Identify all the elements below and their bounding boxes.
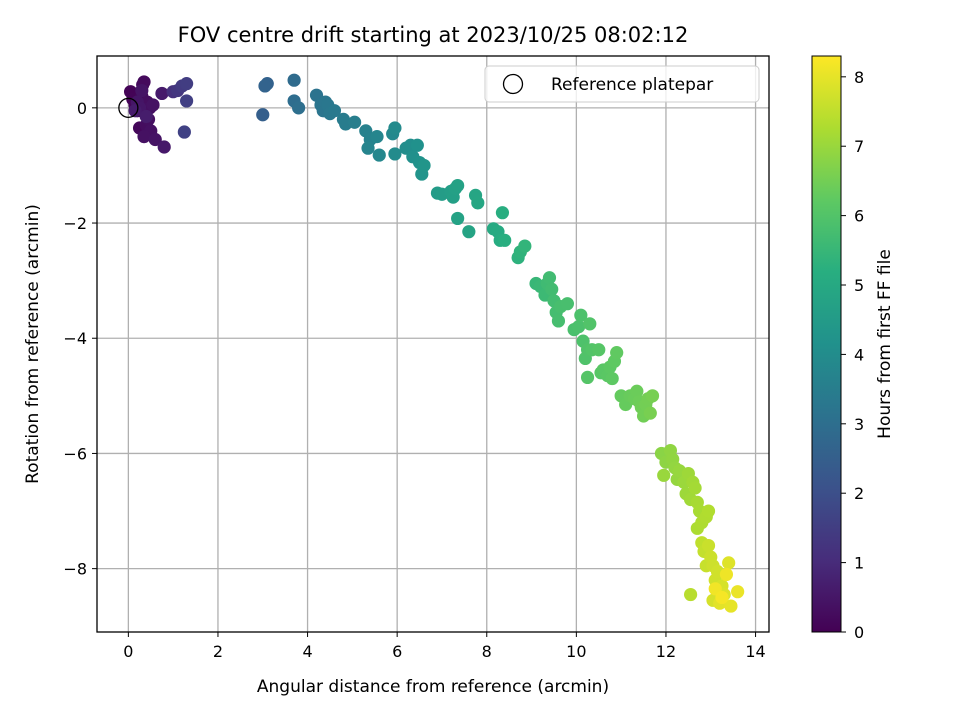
- legend-label: Reference platepar: [551, 75, 713, 95]
- data-point: [372, 148, 386, 162]
- data-point: [139, 109, 153, 124]
- x-tick-label: 6: [392, 642, 402, 661]
- data-point: [583, 317, 597, 331]
- colorbar-tick-label: 3: [854, 415, 864, 434]
- data-point: [180, 77, 194, 91]
- data-point: [292, 101, 306, 115]
- colorbar: 0 1 2 3 4 5 6 7 8 Hours from first FF file: [811, 55, 895, 642]
- data-point: [542, 271, 557, 285]
- colorbar-tick-label: 7: [854, 137, 864, 156]
- data-point: [551, 314, 566, 328]
- colorbar-tick-label: 2: [854, 484, 864, 503]
- chart-title: FOV centre drift starting at 2023/10/25 …: [178, 23, 689, 47]
- data-point: [135, 83, 149, 98]
- data-point: [137, 130, 151, 144]
- data-point: [715, 590, 729, 605]
- colorbar-tick-label: 4: [854, 345, 864, 364]
- x-axis-ticks: 0 2 4 6 8 10 12 14: [123, 632, 766, 661]
- colorbar-ticks: 0 1 2 3 4 5 6 7 8: [841, 68, 864, 642]
- data-point: [518, 239, 532, 253]
- data-point: [388, 121, 402, 135]
- y-axis-label: Rotation from reference (arcmin): [23, 204, 43, 484]
- y-tick-label: 0: [77, 99, 87, 118]
- data-point: [498, 233, 512, 247]
- x-tick-label: 10: [566, 642, 586, 661]
- x-tick-label: 8: [482, 642, 492, 661]
- x-tick-label: 12: [656, 642, 676, 661]
- y-tick-label: −8: [63, 560, 87, 579]
- data-point: [572, 320, 586, 334]
- data-point: [177, 125, 191, 139]
- data-point: [462, 225, 476, 239]
- data-point: [580, 370, 595, 385]
- data-point: [361, 141, 375, 155]
- colorbar-tick-label: 1: [854, 554, 864, 573]
- data-point: [545, 282, 559, 296]
- reference-platepar-point: [118, 97, 139, 118]
- colorbar-gradient: [811, 55, 842, 633]
- data-point: [148, 132, 162, 147]
- x-axis-label: Angular distance from reference (arcmin): [257, 677, 609, 697]
- colorbar-tick-label: 0: [854, 623, 864, 642]
- data-point: [605, 371, 619, 386]
- data-point: [574, 308, 588, 322]
- data-point: [630, 384, 644, 398]
- scatter-points: [124, 73, 745, 613]
- x-tick-label: 2: [213, 642, 223, 661]
- data-point: [180, 94, 194, 108]
- data-point: [451, 211, 465, 226]
- data-point: [643, 406, 657, 420]
- data-point: [348, 115, 362, 129]
- data-point: [256, 108, 270, 122]
- data-point: [495, 206, 510, 220]
- colorbar-label: Hours from first FF file: [875, 249, 895, 439]
- x-tick-label: 4: [302, 642, 312, 661]
- plot-frame: [96, 55, 770, 633]
- data-point: [645, 389, 660, 403]
- y-tick-label: −4: [63, 329, 87, 348]
- colorbar-tick-label: 5: [854, 276, 864, 295]
- x-tick-label: 0: [123, 642, 133, 661]
- data-point: [451, 179, 465, 193]
- data-point: [287, 73, 301, 87]
- data-point: [610, 346, 624, 360]
- y-axis-ticks: 0 −2 −4 −6 −8: [63, 99, 97, 579]
- reference-marker: [118, 97, 139, 118]
- data-point: [410, 138, 424, 152]
- data-point: [701, 539, 716, 553]
- data-point: [370, 130, 384, 144]
- legend: Reference platepar: [484, 65, 760, 103]
- data-point: [688, 481, 702, 495]
- data-point: [258, 79, 272, 93]
- data-point: [722, 556, 736, 570]
- x-tick-label: 14: [745, 642, 765, 661]
- y-tick-label: −2: [63, 214, 87, 233]
- data-point: [592, 343, 606, 357]
- data-point: [731, 585, 745, 599]
- legend-marker-icon: [502, 73, 524, 95]
- grid-lines: [97, 56, 769, 632]
- data-point: [155, 86, 169, 101]
- data-point: [146, 98, 160, 112]
- data-point: [684, 587, 698, 602]
- colorbar-tick-label: 8: [854, 68, 864, 87]
- data-point: [657, 468, 671, 482]
- data-point: [560, 297, 575, 311]
- colorbar-tick-label: 6: [854, 207, 864, 226]
- data-point: [701, 504, 716, 518]
- data-point: [157, 140, 171, 154]
- y-tick-label: −6: [63, 444, 87, 463]
- data-point: [388, 147, 402, 161]
- data-point: [471, 196, 485, 210]
- data-point: [417, 158, 431, 173]
- data-point: [327, 104, 342, 118]
- legend-box: [484, 65, 760, 103]
- data-point: [724, 599, 738, 613]
- data-point: [719, 567, 734, 582]
